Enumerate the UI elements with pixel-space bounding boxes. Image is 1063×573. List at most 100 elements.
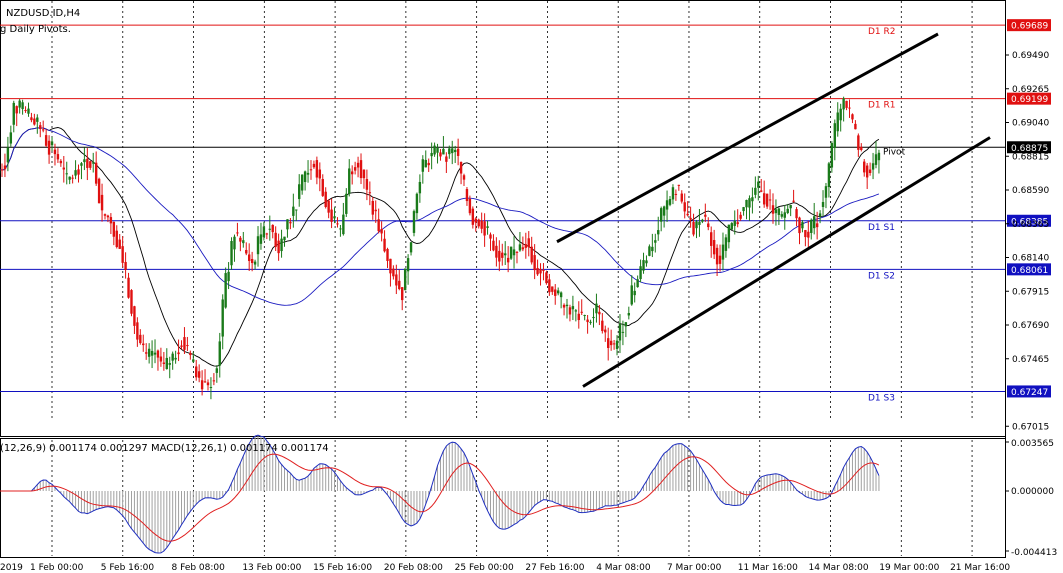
candle-body <box>142 343 145 346</box>
candle-body <box>760 190 763 192</box>
candle-body <box>195 366 198 378</box>
candle-body <box>574 310 578 312</box>
candle-body <box>159 356 163 362</box>
candle-body <box>312 163 316 168</box>
candle-body <box>548 279 551 293</box>
time-tick-label: 25 Feb 00:00 <box>455 563 514 573</box>
candle-body <box>533 255 536 271</box>
candle-body <box>739 214 742 219</box>
candle-body <box>751 197 754 202</box>
time-tick-label: 4 Mar 08:00 <box>596 563 651 573</box>
candle-body <box>492 240 495 251</box>
candle-body <box>112 221 116 237</box>
candle-body <box>877 152 881 161</box>
candle-body <box>798 217 801 234</box>
price-tick-label: 0.68140 <box>1012 254 1049 264</box>
candle-body <box>268 228 271 230</box>
candle-body <box>250 258 254 264</box>
candle-body <box>230 241 233 266</box>
candle-body <box>89 161 92 168</box>
candle-body <box>730 223 734 230</box>
candle-body <box>780 214 784 217</box>
moving-averages <box>0 127 880 367</box>
candle-body <box>406 258 410 272</box>
candle-body <box>430 152 433 157</box>
pivot-name-label: D1 S1 <box>868 223 895 233</box>
time-tick-label: 15 Feb 16:00 <box>313 563 372 573</box>
channel-lower-line <box>582 136 991 388</box>
candle-body <box>59 160 63 164</box>
candle-body <box>495 245 498 258</box>
candle-body <box>6 147 10 163</box>
pivot-price-label: 0.68875 <box>1011 144 1048 154</box>
macd-plot-frame <box>0 438 1006 558</box>
candle-body <box>127 277 130 298</box>
candle-body <box>821 202 825 207</box>
time-tick-label: 7 Mar 00:00 <box>667 563 722 573</box>
channel-upper-line <box>556 32 939 244</box>
pivot-price-box <box>1007 214 1051 227</box>
candle-body <box>389 258 392 274</box>
candle-body <box>710 232 713 246</box>
candle-body <box>863 161 866 173</box>
time-tick-label: 27 Feb 16:00 <box>525 563 584 573</box>
candle-body <box>186 345 189 347</box>
candle-body <box>300 174 304 191</box>
candle-body <box>68 176 71 180</box>
candle-body <box>224 273 227 308</box>
candle-body <box>103 214 107 216</box>
candle-body <box>295 209 298 211</box>
candle-body <box>659 208 663 222</box>
candle-body <box>27 108 30 114</box>
candle-body <box>748 198 751 208</box>
candle-body <box>686 213 689 216</box>
candle-body <box>289 222 292 224</box>
time-tick-label: 14 Mar 08:00 <box>809 563 869 573</box>
candle-body <box>9 132 13 144</box>
candle-body <box>412 211 416 233</box>
candle-body <box>615 340 619 349</box>
candle-body <box>156 350 160 358</box>
candle-body <box>662 206 666 216</box>
candle-body <box>189 353 192 356</box>
candle-body <box>168 363 171 365</box>
candle-body <box>86 158 89 168</box>
time-axis: 2019 1 Feb 00:00 5 Feb 16:00 8 Feb 08:00 13 … <box>0 563 1010 573</box>
candle-body <box>677 184 681 186</box>
candle-body <box>501 252 504 258</box>
time-tick-label: 1 Feb 00:00 <box>30 563 84 573</box>
candle-body <box>115 230 118 248</box>
candle-body <box>721 244 725 260</box>
ma-slow-line <box>0 127 880 306</box>
candle-body <box>162 362 166 364</box>
price-tick-label: 0.67915 <box>1012 287 1049 297</box>
candle-body <box>139 334 142 344</box>
candle-body <box>842 98 845 110</box>
candle-body <box>471 208 475 225</box>
candle-body <box>56 154 60 160</box>
candle-body <box>545 272 548 284</box>
candle-body <box>165 357 168 370</box>
candle-body <box>321 179 324 196</box>
candle-body <box>792 200 795 202</box>
candle-body <box>350 171 354 175</box>
candle-body <box>701 219 704 222</box>
candle-body <box>489 234 492 239</box>
candle-body <box>607 338 610 348</box>
candle-body <box>239 237 242 242</box>
candle-body <box>707 223 710 228</box>
price-tick-label: 0.68590 <box>1012 186 1049 196</box>
candle-body <box>65 173 68 175</box>
candle-body <box>571 306 575 310</box>
candle-body <box>815 223 819 228</box>
candle-body <box>242 240 245 244</box>
candle-body <box>33 118 36 125</box>
candle-body <box>136 322 139 340</box>
candle-body <box>718 255 722 264</box>
candle-body <box>177 352 180 355</box>
macd-indicator <box>0 434 1009 554</box>
candle-body <box>618 324 622 341</box>
candle-body <box>459 161 463 174</box>
candle-body <box>724 237 728 251</box>
